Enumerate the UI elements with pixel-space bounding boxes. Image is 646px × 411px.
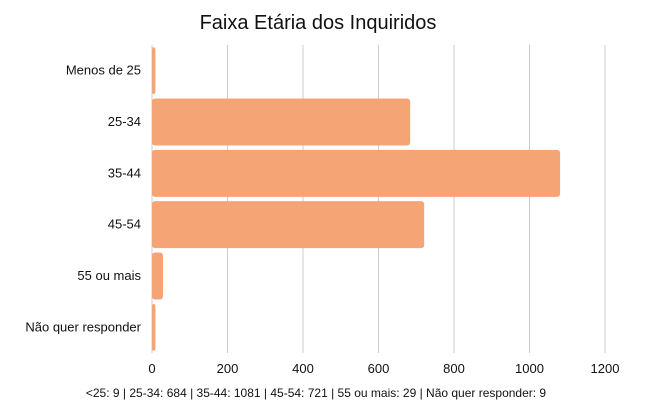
bar [152,98,411,146]
category-label: 35-44 [108,165,141,180]
x-tick-labels: 0 200 400 600 800 1000 1200 [148,361,619,376]
bar [152,303,156,351]
x-tick-label: 0 [148,361,155,376]
bar [152,47,156,95]
bar [152,201,425,249]
x-tick-label: 1200 [591,361,620,376]
x-tick-label: 800 [443,361,465,376]
x-tick-label: 1000 [515,361,544,376]
chart-footnote: <25: 9 | 25-34: 684 | 35-44: 1081 | 45-5… [86,386,547,400]
chart-title: Faixa Etária dos Inquiridos [200,12,437,34]
bars [152,47,561,351]
category-labels: Menos de 25 25-34 35-44 45-54 55 ou mais Não … [25,63,141,335]
category-label: 45-54 [108,217,141,232]
category-label: Menos de 25 [66,63,141,78]
x-tick-label: 200 [217,361,239,376]
category-label: 55 ou mais [77,268,141,283]
x-tick-label: 400 [292,361,314,376]
bar [152,149,561,197]
category-label: 25-34 [108,114,141,129]
x-tick-label: 600 [368,361,390,376]
category-label: Não quer responder [25,319,141,334]
gridlines [151,45,606,353]
bar [152,252,163,300]
